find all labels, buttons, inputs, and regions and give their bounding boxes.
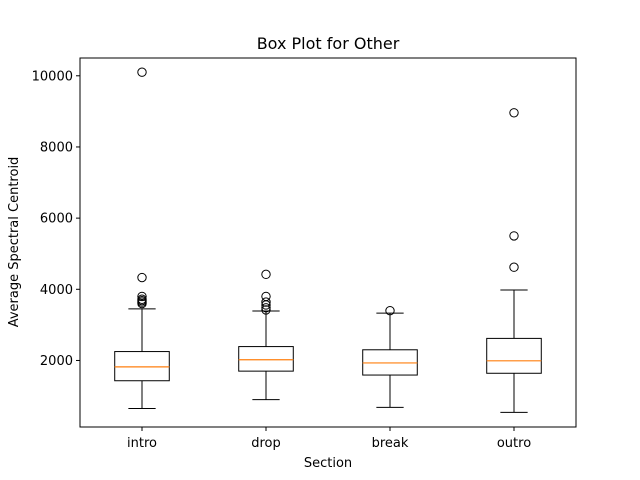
box-break — [362, 305, 418, 408]
outlier-point — [261, 269, 271, 280]
iqr-box — [238, 346, 294, 372]
iqr-box — [486, 337, 542, 374]
chart-title: Box Plot for Other — [257, 34, 400, 53]
outlier-point — [261, 303, 271, 313]
x-tick-label: intro — [127, 436, 157, 451]
y-tick-label: 2000 — [40, 354, 73, 369]
outlier-point — [261, 305, 271, 315]
y-tick-label: 4000 — [40, 283, 73, 298]
outlier-point — [137, 67, 147, 77]
y-axis-label: Average Spectral Centroid — [7, 157, 22, 328]
outlier-point — [261, 291, 271, 302]
y-axis: 2000 4000 6000 8000 10000 — [32, 69, 80, 369]
outlier-point — [385, 305, 395, 316]
y-tick-label: 8000 — [40, 140, 73, 155]
iqr-box — [114, 351, 170, 382]
x-tick-label: drop — [251, 436, 281, 451]
x-tick-label: break — [372, 436, 409, 451]
box-series — [114, 67, 542, 413]
box-drop — [238, 269, 294, 401]
outlier-point — [137, 294, 147, 304]
x-tick-label: outro — [497, 436, 531, 451]
outlier-point — [137, 272, 147, 283]
outlier-point — [509, 231, 519, 241]
y-tick-label: 10000 — [32, 69, 73, 84]
x-axis-label: Section — [304, 456, 352, 471]
outlier-point — [137, 291, 147, 302]
y-tick-label: 6000 — [40, 212, 73, 227]
outlier-point — [509, 262, 519, 272]
box-intro — [114, 67, 170, 409]
outlier-point — [261, 297, 271, 307]
x-axis: intro drop break outro — [127, 427, 531, 451]
plot-area — [79, 57, 577, 428]
box-outro — [486, 108, 542, 413]
outlier-point — [509, 108, 519, 118]
